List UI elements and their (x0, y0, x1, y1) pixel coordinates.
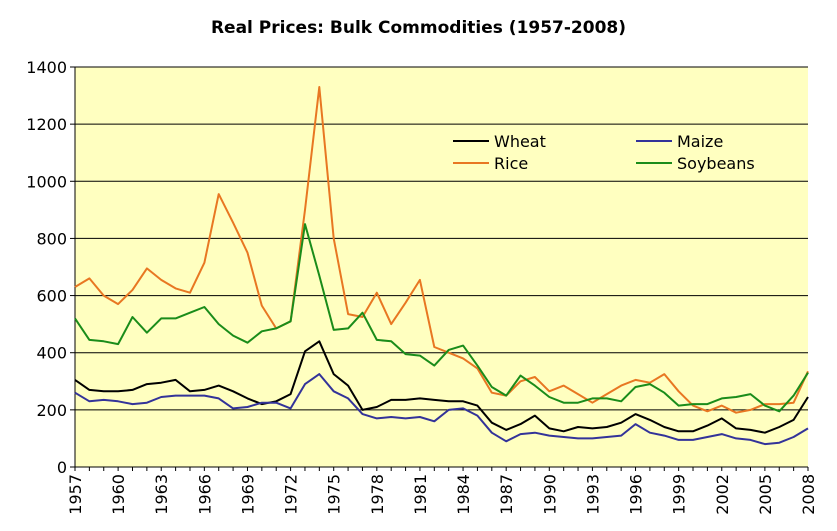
legend-label-maize: Maize (677, 132, 723, 151)
x-tick-label: 1957 (66, 474, 85, 515)
y-tick-label: 1400 (26, 58, 67, 77)
series-line-rice (74, 86, 809, 414)
legend-label-soybeans: Soybeans (677, 154, 755, 173)
x-tick-label: 1975 (325, 474, 344, 515)
gridlines (75, 66, 808, 411)
y-tick-label: 200 (36, 401, 67, 420)
x-tick-label: 1990 (540, 474, 559, 515)
x-tick-label: 1969 (238, 474, 257, 515)
y-tick-label: 400 (36, 344, 67, 363)
x-tick-label: 1966 (195, 474, 214, 515)
x-tick-label: 1972 (282, 474, 301, 515)
series-line-maize (74, 373, 809, 446)
x-tick-label: 1963 (152, 474, 171, 515)
legend-label-wheat: Wheat (494, 132, 546, 151)
x-tick-label: 1978 (368, 474, 387, 515)
x-tick-label: 1987 (497, 474, 516, 515)
series-line-wheat (74, 340, 809, 434)
x-axis: 1957 1960 1963 1966 1969 1972 1975 1978 1981 1984… (66, 466, 818, 515)
x-tick-label: 1960 (109, 474, 128, 515)
y-tick-label: 1200 (26, 115, 67, 134)
y-tick-label: 0 (57, 458, 67, 477)
y-tick-label: 1000 (26, 172, 67, 191)
chart-title: Real Prices: Bulk Commodities (1957-2008… (210, 18, 627, 38)
series-line-soybeans (74, 223, 809, 413)
x-tick-label: 2005 (756, 474, 775, 515)
legend-label-rice: Rice (494, 154, 528, 173)
y-axis: 0 200 400 600 800 1000 1200 1400 (26, 58, 76, 477)
x-tick-label: 1993 (583, 474, 602, 515)
x-tick-label: 2002 (713, 474, 732, 515)
x-tick-label: 1996 (627, 474, 646, 515)
x-tick-label: 1999 (670, 474, 689, 515)
series-lines (74, 86, 809, 446)
legend: Wheat Maize Rice Soybeans (453, 132, 755, 173)
x-tick-label: 2008 (799, 474, 818, 515)
x-tick-label: 1981 (411, 474, 430, 515)
x-tick-label: 1984 (454, 474, 473, 515)
y-tick-label: 800 (36, 229, 67, 248)
y-tick-label: 600 (36, 287, 67, 306)
